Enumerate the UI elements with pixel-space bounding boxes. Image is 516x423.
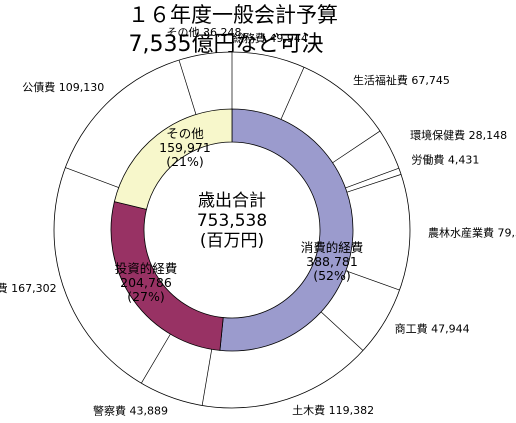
inner-label-3-line-2: 159,971	[159, 140, 211, 155]
inner-label-3-line-3: (21%)	[166, 154, 204, 169]
outer-slice-11-divider	[178, 59, 197, 115]
inner-label-3-line-1: その他	[166, 126, 204, 141]
outer-label-9: 教育費 167,302	[0, 281, 57, 295]
inner-label-2-line-1: 投資的経費	[115, 261, 178, 276]
outer-slice-9-divider	[141, 333, 171, 384]
outer-slice-6-divider	[345, 270, 400, 291]
outer-slice-5-divider	[346, 174, 402, 193]
inner-label-1-line-3: (52%)	[313, 268, 351, 283]
inner-label-1-line-2: 388,781	[306, 254, 358, 269]
outer-slice-10-divider	[65, 167, 119, 188]
inner-donut	[110, 108, 354, 352]
outer-label-7: 土木費 119,382	[292, 403, 374, 417]
outer-slice-7-divider	[320, 311, 364, 351]
center-label-line-1: 歳出合計	[198, 191, 266, 211]
outer-label-1: 総務費 49,944	[233, 31, 308, 45]
center-label-line-3: (百万円)	[200, 231, 264, 251]
outer-slice-3-divider	[332, 130, 381, 164]
outer-label-10: 公債費 109,130	[22, 80, 104, 94]
inner-label-2-line-3: (27%)	[127, 289, 165, 304]
chart-title: １６年度一般会計予算	[128, 3, 338, 27]
outer-label-4: 労働費 4,431	[411, 152, 479, 166]
outer-slice-4-divider	[345, 167, 400, 189]
outer-label-8: 警察費 43,889	[93, 404, 168, 418]
outer-label-5: 農林水産業費 79,375	[428, 226, 516, 240]
outer-labels: 総務費 49,944 生活福祉費 67,745 環境保健費 28,148 労働費 4,…	[0, 26, 516, 418]
outer-label-6: 商工費 47,944	[395, 321, 470, 335]
outer-label-11: その他 36,248	[166, 26, 241, 39]
center-label-line-2: 753,538	[197, 211, 267, 231]
outer-slice-8-divider	[201, 349, 213, 406]
outer-ring	[53, 51, 411, 409]
inner-label-1-line-1: 消費的経費	[301, 240, 364, 255]
outer-label-3: 環境保健費 28,148	[410, 128, 507, 142]
outer-label-2: 生活福祉費 67,745	[353, 73, 450, 87]
inner-slice-3	[113, 108, 233, 210]
inner-label-2-line-2: 204,786	[120, 275, 172, 290]
outer-slice-2-divider	[280, 67, 305, 120]
inner-slice-1	[219, 108, 354, 352]
